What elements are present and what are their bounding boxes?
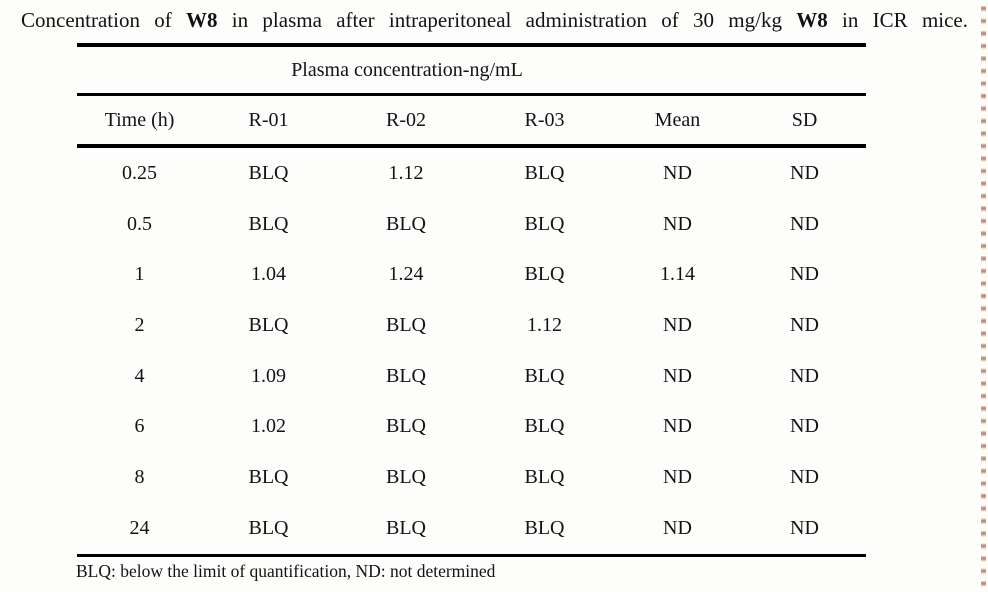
cell-r03: BLQ <box>524 364 565 387</box>
compound-name-2: W8 <box>796 8 828 32</box>
span-header-plasma-concentration: Plasma concentration-ng/mL <box>202 43 612 96</box>
cell-r03: BLQ <box>524 415 565 438</box>
cell-sd: ND <box>790 364 819 387</box>
table-row: 4 1.09 BLQ BLQ ND ND <box>77 351 866 402</box>
cell-r03: BLQ <box>524 161 565 184</box>
cell-r03: 1.12 <box>527 313 562 336</box>
table-caption: Concentration of W8 in plasma after intr… <box>21 7 968 33</box>
cell-mean: ND <box>612 502 743 557</box>
col-header-r01: R-01 <box>202 94 335 148</box>
empty-cell <box>77 43 202 96</box>
cell-time: 24 <box>77 502 202 557</box>
cell-time: 4 <box>134 364 145 387</box>
cell-r02: 1.24 <box>388 263 424 286</box>
cell-sd: ND <box>790 212 819 235</box>
scan-edge-perforation-marks <box>981 0 986 592</box>
cell-sd: ND <box>790 161 819 184</box>
table-span-header-row: Plasma concentration-ng/mL <box>77 43 866 96</box>
cell-r01: BLQ <box>248 212 289 235</box>
cell-sd: ND <box>790 415 819 438</box>
cell-mean: ND <box>663 161 692 184</box>
table-footnote: BLQ: below the limit of quantification, … <box>76 561 496 581</box>
table-row: 8 BLQ BLQ BLQ ND ND <box>77 452 866 503</box>
cell-time: 2 <box>134 313 145 336</box>
plasma-concentration-table: Plasma concentration-ng/mL Time (h) R-01… <box>77 43 866 557</box>
cell-r02: BLQ <box>386 364 426 387</box>
cell-time: 0.25 <box>122 161 157 184</box>
cell-r03: BLQ <box>524 212 565 235</box>
cell-sd: ND <box>743 502 866 557</box>
cell-sd: ND <box>790 465 819 488</box>
cell-sd: ND <box>790 263 819 286</box>
empty-cell <box>743 43 866 96</box>
table-row: 2 BLQ BLQ 1.12 ND ND <box>77 300 866 351</box>
cell-r03: BLQ <box>524 263 565 286</box>
cell-r02: 1.12 <box>388 161 424 184</box>
cell-r01: 1.09 <box>251 364 286 387</box>
col-header-time: Time (h) <box>77 94 202 148</box>
cell-mean: 1.14 <box>660 263 695 286</box>
empty-cell <box>612 43 743 96</box>
table-row: 0.25 BLQ 1.12 BLQ ND ND <box>77 146 866 199</box>
cell-sd: ND <box>790 313 819 336</box>
caption-text-3: in ICR mice. <box>827 8 969 32</box>
cell-time: 8 <box>134 465 145 488</box>
table-row: 6 1.02 BLQ BLQ ND ND <box>77 401 866 452</box>
cell-time: 0.5 <box>127 212 152 235</box>
cell-r03: BLQ <box>524 465 565 488</box>
cell-r02: BLQ <box>386 415 426 438</box>
col-header-mean: Mean <box>612 94 743 148</box>
cell-r02: BLQ <box>386 212 426 235</box>
cell-r02: BLQ <box>386 313 426 336</box>
table-header-row: Time (h) R-01 R-02 R-03 Mean SD <box>77 94 866 148</box>
cell-r01: BLQ <box>248 465 289 488</box>
cell-mean: ND <box>663 465 692 488</box>
cell-time: 6 <box>134 415 145 438</box>
cell-r01: BLQ <box>248 313 289 336</box>
caption-text-1: Concentration of <box>21 8 187 32</box>
cell-r02: BLQ <box>386 465 426 488</box>
cell-r01: 1.04 <box>251 263 286 286</box>
cell-mean: ND <box>663 212 692 235</box>
cell-mean: ND <box>663 415 692 438</box>
cell-mean: ND <box>663 364 692 387</box>
col-header-r02: R-02 <box>335 94 477 148</box>
caption-text-2: in plasma after intraperitoneal administ… <box>217 8 797 32</box>
cell-time: 1 <box>134 263 145 286</box>
cell-mean: ND <box>663 313 692 336</box>
cell-r01: BLQ <box>202 502 335 557</box>
cell-r03: BLQ <box>477 502 612 557</box>
col-header-sd: SD <box>743 94 866 148</box>
table-row: 24 BLQ BLQ BLQ ND ND <box>77 502 866 557</box>
table-row: 1 1.04 1.24 BLQ 1.14 ND <box>77 249 866 300</box>
table-row: 0.5 BLQ BLQ BLQ ND ND <box>77 199 866 250</box>
cell-r01: 1.02 <box>251 415 286 438</box>
cell-r01: BLQ <box>248 161 289 184</box>
col-header-r03: R-03 <box>477 94 612 148</box>
cell-r02: BLQ <box>335 502 477 557</box>
compound-name-1: W8 <box>186 8 218 32</box>
